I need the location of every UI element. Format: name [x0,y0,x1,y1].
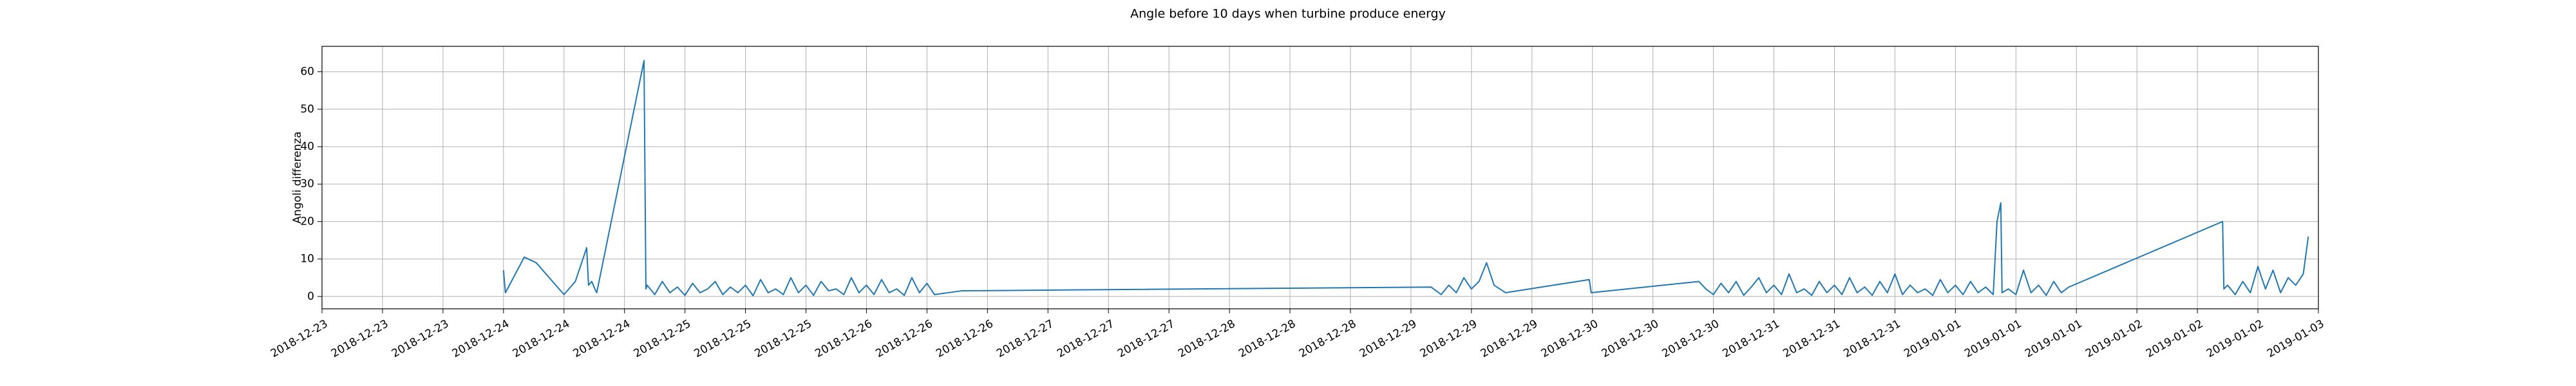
x-tick-label: 2018-12-28 [1176,317,1238,360]
y-tick-label: 20 [300,215,314,228]
x-tick-label: 2018-12-27 [994,317,1056,360]
x-tick-label: 2018-12-29 [1418,317,1480,360]
y-tick-label: 0 [307,290,314,303]
chart-title: Angle before 10 days when turbine produc… [1130,7,1446,21]
x-tick-label: 2019-01-02 [2204,317,2266,360]
x-tick-label: 2019-01-02 [2083,317,2145,360]
x-tick-label: 2018-12-29 [1479,317,1540,360]
x-tick-label: 2019-01-01 [2023,317,2085,360]
x-tick-label: 2018-12-23 [329,317,391,360]
x-tick-label: 2018-12-31 [1841,317,1903,360]
y-tick-label: 40 [300,140,314,153]
data-line [502,60,2309,297]
x-tick-label: 2018-12-26 [813,317,875,360]
y-axis-label: Angoli differenza [291,131,304,223]
x-tick-label: 2019-01-01 [1902,317,1964,360]
x-tick-label: 2018-12-24 [511,317,573,360]
x-tick-label: 2018-12-27 [1115,317,1177,360]
x-tick-label: 2019-01-02 [2144,317,2206,360]
x-tick-label: 2018-12-25 [632,317,694,360]
x-tick-label: 2018-12-25 [692,317,754,360]
y-tick-label: 60 [300,66,314,78]
x-tick-label: 2018-12-25 [752,317,814,360]
x-tick-label: 2019-01-01 [1962,317,2024,360]
x-tick-label: 2018-12-24 [571,317,633,360]
x-tick-label: 2018-12-30 [1660,317,1722,360]
x-tick-label: 2019-01-03 [2265,317,2327,360]
x-tick-label: 2018-12-30 [1600,317,1662,360]
x-tick-label: 2018-12-26 [873,317,935,360]
y-tick-label: 50 [300,103,314,116]
x-tick-label: 2018-12-23 [390,317,451,360]
x-tick-label: 2018-12-26 [934,317,996,360]
x-tick-label: 2018-12-28 [1236,317,1298,360]
x-tick-label: 2018-12-24 [450,317,512,360]
x-tick-label: 2018-12-23 [269,317,330,360]
x-tick-label: 2018-12-30 [1539,317,1601,360]
x-tick-label: 2018-12-28 [1297,317,1359,360]
x-tick-label: 2018-12-29 [1358,317,1419,360]
x-tick-label: 2018-12-27 [1055,317,1117,360]
x-tick-label: 2018-12-31 [1781,317,1842,360]
plot-frame [321,46,2319,309]
y-tick-label: 10 [300,253,314,266]
y-tick-label: 30 [300,178,314,190]
x-tick-label: 2018-12-31 [1720,317,1782,360]
